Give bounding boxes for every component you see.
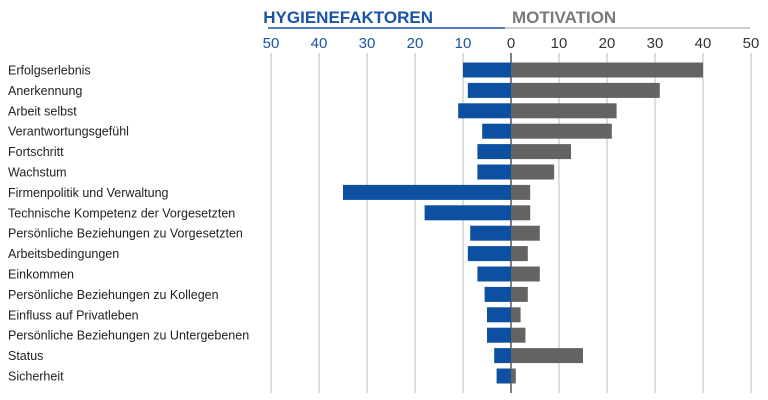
category-label: Sicherheit <box>8 370 64 384</box>
category-label: Status <box>8 349 43 363</box>
bar-motivation <box>511 103 617 119</box>
category-label: Arbeit selbst <box>8 104 77 118</box>
bar-motivation <box>511 246 528 262</box>
bar-motivation <box>511 348 583 364</box>
bar-motivation <box>511 225 540 241</box>
bar-hygiene <box>487 327 511 343</box>
bar-motivation <box>511 184 531 200</box>
tick-label-left: 30 <box>359 35 376 52</box>
bar-hygiene <box>343 184 511 200</box>
tick-label-right: 30 <box>647 35 664 52</box>
category-label: Persönliche Beziehungen zu Kollegen <box>8 288 219 302</box>
bar-motivation <box>511 144 571 160</box>
tick-label-right: 40 <box>695 35 712 52</box>
tick-label-left: 10 <box>455 35 472 52</box>
axis-tick-labels: 50 40 30 20 10 0 10 20 30 40 50 <box>263 35 760 52</box>
bar-hygiene <box>477 164 511 180</box>
bar-motivation <box>511 205 531 221</box>
category-label: Persönliche Beziehungen zu Untergebenen <box>8 329 249 343</box>
category-label: Einfluss auf Privatleben <box>8 308 139 322</box>
category-label: Anerkennung <box>8 84 82 98</box>
category-label: Arbeitsbedingungen <box>8 247 119 261</box>
bar-hygiene <box>477 266 511 282</box>
bar-motivation <box>511 266 540 282</box>
category-label: Verantwortungsgefühl <box>8 125 129 139</box>
bar-hygiene <box>470 225 511 241</box>
tick-label-right: 0 <box>507 35 515 52</box>
bar-hygiene <box>484 286 511 302</box>
bar-motivation <box>511 368 516 384</box>
bar-hygiene <box>458 103 511 119</box>
tick-label-right: 20 <box>599 35 616 52</box>
chart-title-right: MOTIVATION <box>512 8 616 27</box>
category-labels: Erfolgserlebnis Anerkennung Arbeit selbst V… <box>8 64 249 384</box>
tick-label-left: 40 <box>311 35 328 52</box>
bar-motivation <box>511 307 521 323</box>
category-label: Wachstum <box>8 166 67 180</box>
bar-motivation <box>511 327 526 343</box>
tick-label-right: 50 <box>743 35 760 52</box>
bar-hygiene <box>487 307 511 323</box>
bar-motivation <box>511 62 703 78</box>
bar-motivation <box>511 164 555 180</box>
tick-label-left: 50 <box>263 35 280 52</box>
bar-hygiene <box>467 82 511 98</box>
chart-title-left: HYGIENEFAKTOREN <box>263 8 433 27</box>
category-label: Technische Kompetenz der Vorgesetzten <box>8 206 235 220</box>
tick-label-left: 20 <box>407 35 424 52</box>
gridlines <box>270 53 752 393</box>
bar-hygiene <box>463 62 511 78</box>
bars <box>343 62 703 384</box>
bar-hygiene <box>477 144 511 160</box>
bar-hygiene <box>494 348 511 364</box>
category-label: Erfolgserlebnis <box>8 64 91 78</box>
bar-motivation <box>511 82 660 98</box>
category-label: Firmenpolitik und Verwaltung <box>8 186 169 200</box>
bar-hygiene <box>424 205 511 221</box>
bar-motivation <box>511 123 612 139</box>
category-label: Persönliche Beziehungen zu Vorgesetzten <box>8 227 243 241</box>
category-label: Einkommen <box>8 268 74 282</box>
bar-hygiene <box>467 246 511 262</box>
bar-hygiene <box>496 368 511 384</box>
bar-hygiene <box>482 123 511 139</box>
bar-motivation <box>511 286 528 302</box>
category-label: Fortschritt <box>8 145 64 159</box>
tick-label-right: 10 <box>551 35 568 52</box>
